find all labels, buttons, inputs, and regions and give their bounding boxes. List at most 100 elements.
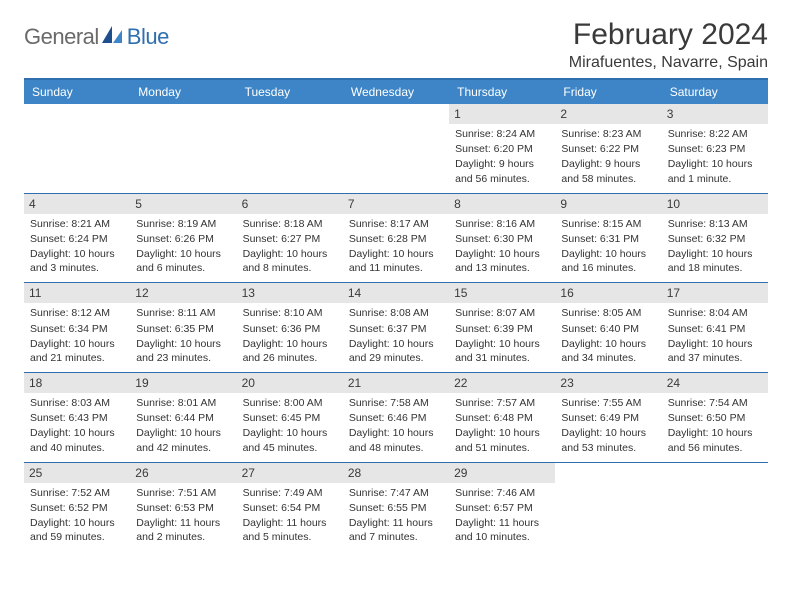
sunset-text: Sunset: 6:49 PM <box>561 411 655 425</box>
day-details: Sunrise: 8:16 AMSunset: 6:30 PMDaylight:… <box>455 217 549 276</box>
day-cell: 18 Sunrise: 8:03 AMSunset: 6:43 PMDayligh… <box>24 373 130 463</box>
sunset-text: Sunset: 6:40 PM <box>561 322 655 336</box>
day-cell: 10Sunrise: 8:13 AMSunset: 6:32 PMDayligh… <box>662 193 768 283</box>
daylight-text: Daylight: 10 hours and 31 minutes. <box>455 337 549 365</box>
sunset-text: Sunset: 6:27 PM <box>243 232 337 246</box>
sunrise-text: Sunrise: 8:24 AM <box>455 127 549 141</box>
day-cell: 9Sunrise: 8:15 AMSunset: 6:31 PMDaylight… <box>555 193 661 283</box>
daylight-text: Daylight: 10 hours and 45 minutes. <box>243 426 337 454</box>
day-details: Sunrise: 7:57 AMSunset: 6:48 PMDaylight:… <box>455 396 549 455</box>
day-cell: 27Sunrise: 7:49 AMSunset: 6:54 PMDayligh… <box>237 462 343 551</box>
sunrise-text: Sunrise: 8:12 AM <box>30 306 124 320</box>
weekday-header: Thursday <box>449 80 555 104</box>
day-number: 8 <box>449 194 555 214</box>
week-row: 25Sunrise: 7:52 AMSunset: 6:52 PMDayligh… <box>24 462 768 551</box>
sunset-text: Sunset: 6:28 PM <box>349 232 443 246</box>
sunrise-text: Sunrise: 8:22 AM <box>668 127 762 141</box>
day-details: Sunrise: 8:19 AMSunset: 6:26 PMDaylight:… <box>136 217 230 276</box>
day-number: 14 <box>343 283 449 303</box>
day-cell: 22 Sunrise: 7:57 AMSunset: 6:48 PMDayligh… <box>449 373 555 463</box>
day-details: Sunrise: 8:18 AMSunset: 6:27 PMDaylight:… <box>243 217 337 276</box>
daylight-text: Daylight: 10 hours and 26 minutes. <box>243 337 337 365</box>
daylight-text: Daylight: 11 hours and 2 minutes. <box>136 516 230 544</box>
day-cell: 6 Sunrise: 8:18 AMSunset: 6:27 PMDaylight… <box>237 193 343 283</box>
day-details: Sunrise: 7:51 AMSunset: 6:53 PMDaylight:… <box>136 486 230 545</box>
day-cell <box>343 104 449 193</box>
day-details: Sunrise: 8:17 AMSunset: 6:28 PMDaylight:… <box>349 217 443 276</box>
day-number: 28 <box>343 463 449 483</box>
daylight-text: Daylight: 10 hours and 23 minutes. <box>136 337 230 365</box>
day-details: Sunrise: 8:21 AMSunset: 6:24 PMDaylight:… <box>30 217 124 276</box>
sunrise-text: Sunrise: 8:05 AM <box>561 306 655 320</box>
sunrise-text: Sunrise: 8:15 AM <box>561 217 655 231</box>
day-cell <box>662 462 768 551</box>
weekday-header: Friday <box>555 80 661 104</box>
day-number: 4 <box>24 194 130 214</box>
sunset-text: Sunset: 6:43 PM <box>30 411 124 425</box>
sunrise-text: Sunrise: 8:13 AM <box>668 217 762 231</box>
day-cell: 24Sunrise: 7:54 AMSunset: 6:50 PMDayligh… <box>662 373 768 463</box>
week-row: 1 Sunrise: 8:24 AMSunset: 6:20 PM Daylight… <box>24 104 768 193</box>
day-number: 26 <box>130 463 236 483</box>
daylight-text: Daylight: 10 hours and 42 minutes. <box>136 426 230 454</box>
sunrise-text: Sunrise: 7:47 AM <box>349 486 443 500</box>
day-cell: 5Sunrise: 8:19 AMSunset: 6:26 PMDaylight… <box>130 193 236 283</box>
sunrise-text: Sunrise: 8:10 AM <box>243 306 337 320</box>
sunset-text: Sunset: 6:37 PM <box>349 322 443 336</box>
week-row: 11Sunrise: 8:12 AMSunset: 6:34 PMDayligh… <box>24 283 768 373</box>
sunrise-text: Sunrise: 8:23 AM <box>561 127 655 141</box>
daylight-text: Daylight: 10 hours and 53 minutes. <box>561 426 655 454</box>
day-details: Sunrise: 8:08 AMSunset: 6:37 PMDaylight:… <box>349 306 443 365</box>
sunrise-text: Sunrise: 8:19 AM <box>136 217 230 231</box>
sunrise-text: Sunrise: 7:54 AM <box>668 396 762 410</box>
daylight-text: Daylight: 10 hours and 37 minutes. <box>668 337 762 365</box>
day-details: Sunrise: 7:49 AMSunset: 6:54 PMDaylight:… <box>243 486 337 545</box>
daylight-text: Daylight: 10 hours and 29 minutes. <box>349 337 443 365</box>
daylight-text: Daylight: 10 hours and 3 minutes. <box>30 247 124 275</box>
weekday-header: Wednesday <box>343 80 449 104</box>
daylight-text: Daylight: 11 hours and 7 minutes. <box>349 516 443 544</box>
sunset-text: Sunset: 6:54 PM <box>243 501 337 515</box>
day-cell: 11Sunrise: 8:12 AMSunset: 6:34 PMDayligh… <box>24 283 130 373</box>
sunset-text: Sunset: 6:31 PM <box>561 232 655 246</box>
sunset-text: Sunset: 6:34 PM <box>30 322 124 336</box>
weekday-header: Tuesday <box>237 80 343 104</box>
sunset-text: Sunset: 6:53 PM <box>136 501 230 515</box>
sunrise-text: Sunrise: 7:46 AM <box>455 486 549 500</box>
brand-logo: General Blue <box>24 24 169 50</box>
day-number: 18 <box>24 373 130 393</box>
day-cell: 4 Sunrise: 8:21 AMSunset: 6:24 PMDaylight… <box>24 193 130 283</box>
brand-general: General <box>24 24 99 50</box>
day-cell: 3Sunrise: 8:22 AMSunset: 6:23 PMDaylight… <box>662 104 768 193</box>
sunset-text: Sunset: 6:55 PM <box>349 501 443 515</box>
sunrise-text: Sunrise: 8:01 AM <box>136 396 230 410</box>
sunset-text: Sunset: 6:20 PM <box>455 142 549 156</box>
day-cell: 8 Sunrise: 8:16 AMSunset: 6:30 PMDaylight… <box>449 193 555 283</box>
day-number: 22 <box>449 373 555 393</box>
sunset-text: Sunset: 6:30 PM <box>455 232 549 246</box>
day-cell: 26 Sunrise: 7:51 AMSunset: 6:53 PMDayligh… <box>130 462 236 551</box>
daylight-text: Daylight: 10 hours and 8 minutes. <box>243 247 337 275</box>
daylight-text: Daylight: 10 hours and 40 minutes. <box>30 426 124 454</box>
day-number: 6 <box>237 194 343 214</box>
week-row: 4 Sunrise: 8:21 AMSunset: 6:24 PMDaylight… <box>24 193 768 283</box>
day-number: 23 <box>555 373 661 393</box>
sunrise-text: Sunrise: 8:03 AM <box>30 396 124 410</box>
sunrise-text: Sunrise: 7:55 AM <box>561 396 655 410</box>
day-number: 12 <box>130 283 236 303</box>
sunrise-text: Sunrise: 8:16 AM <box>455 217 549 231</box>
sunrise-text: Sunrise: 7:57 AM <box>455 396 549 410</box>
day-number: 15 <box>449 283 555 303</box>
daylight-text: Daylight: 9 hours and 58 minutes. <box>561 157 655 185</box>
sunset-text: Sunset: 6:23 PM <box>668 142 762 156</box>
sunrise-text: Sunrise: 8:07 AM <box>455 306 549 320</box>
day-number: 1 <box>449 104 555 124</box>
day-details: Sunrise: 8:01 AMSunset: 6:44 PMDaylight:… <box>136 396 230 455</box>
daylight-text: Daylight: 10 hours and 6 minutes. <box>136 247 230 275</box>
sunset-text: Sunset: 6:26 PM <box>136 232 230 246</box>
day-details: Sunrise: 8:00 AMSunset: 6:45 PMDaylight:… <box>243 396 337 455</box>
weekday-header: Sunday <box>24 80 130 104</box>
topbar: General Blue February 2024 Mirafuentes, … <box>24 18 768 72</box>
weekday-row: Sunday Monday Tuesday Wednesday Thursday… <box>24 80 768 104</box>
day-cell: 16Sunrise: 8:05 AMSunset: 6:40 PMDayligh… <box>555 283 661 373</box>
